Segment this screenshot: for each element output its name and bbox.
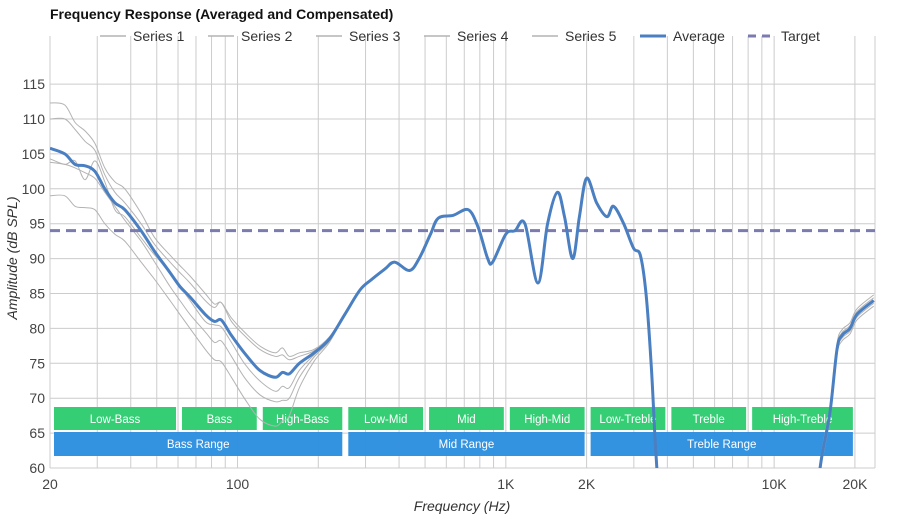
y-tick-label: 105: [22, 146, 46, 162]
band-label: Low-Bass: [90, 414, 141, 426]
x-tick-label: 100: [226, 476, 250, 492]
band-label: High-Treble: [773, 414, 833, 426]
band-bass: [182, 407, 257, 430]
average-line: [50, 146, 659, 468]
band-low-mid: [348, 407, 424, 430]
y-tick-label: 85: [29, 286, 45, 302]
y-tick-label: 95: [29, 216, 45, 232]
y-tick-label: 70: [29, 390, 45, 406]
legend-label: Series 2: [241, 28, 293, 44]
band-mid: [429, 407, 504, 430]
x-tick-label: 1K: [497, 476, 515, 492]
band-treble: [671, 407, 747, 430]
x-tick-label: 20K: [842, 476, 868, 492]
x-tick-labels: 20 100 1K 2K 10K 20K: [42, 476, 868, 492]
band-label: Low-Treble: [599, 414, 656, 426]
legend: Series 1 Series 2 Series 3 Series 4 Series 5…: [100, 28, 820, 44]
band-bass-range: [54, 432, 343, 456]
y-tick-label: 100: [22, 181, 46, 197]
average-line-group: [50, 146, 875, 468]
legend-label: Series 4: [457, 28, 509, 44]
legend-label: Series 3: [349, 28, 401, 44]
band-high-mid: [509, 407, 585, 430]
legend-label: Series 1: [133, 28, 185, 44]
y-tick-label: 60: [29, 460, 45, 476]
y-tick-label: 115: [23, 76, 46, 92]
band-low-bass: [54, 407, 177, 430]
y-tick-label: 110: [23, 111, 46, 127]
band-treble-range: [590, 432, 853, 456]
y-tick-label: 90: [29, 251, 45, 267]
y-tick-labels: 60 65 70 75 80 85 90 95 100 105 110 115: [22, 76, 46, 476]
band-high-bass: [262, 407, 343, 430]
x-axis-label: Frequency (Hz): [414, 498, 510, 514]
y-tick-label: 80: [29, 320, 45, 336]
x-tick-label: 20: [42, 476, 58, 492]
band-range-label: Treble Range: [687, 439, 756, 451]
band-label: High-Mid: [524, 414, 570, 426]
band-range-label: Mid Range: [439, 439, 495, 451]
band-label: High-Bass: [276, 414, 329, 426]
band-label: Treble: [693, 414, 725, 426]
x-tick-label: 2K: [578, 476, 596, 492]
legend-label: Average: [673, 28, 725, 44]
grid: [49, 36, 876, 469]
y-axis-label: Amplitude (dB SPL): [4, 197, 20, 321]
band-range-label: Bass Range: [167, 439, 230, 451]
chart-title: Frequency Response (Averaged and Compens…: [50, 6, 393, 22]
band-low-treble: [590, 407, 666, 430]
average-line-tail: [818, 299, 875, 468]
band-label: Bass: [207, 414, 233, 426]
y-tick-label: 65: [29, 425, 45, 441]
legend-label: Series 5: [565, 28, 617, 44]
frequency-bands: Low-Bass Bass High-Bass Low-Mid Mid High-Mid L…: [54, 407, 853, 456]
legend-label: Target: [781, 28, 820, 44]
x-tick-label: 10K: [762, 476, 788, 492]
y-tick-label: 75: [29, 355, 45, 371]
band-mid-range: [348, 432, 585, 456]
band-label: Low-Mid: [364, 414, 407, 426]
band-label: Mid: [457, 414, 476, 426]
